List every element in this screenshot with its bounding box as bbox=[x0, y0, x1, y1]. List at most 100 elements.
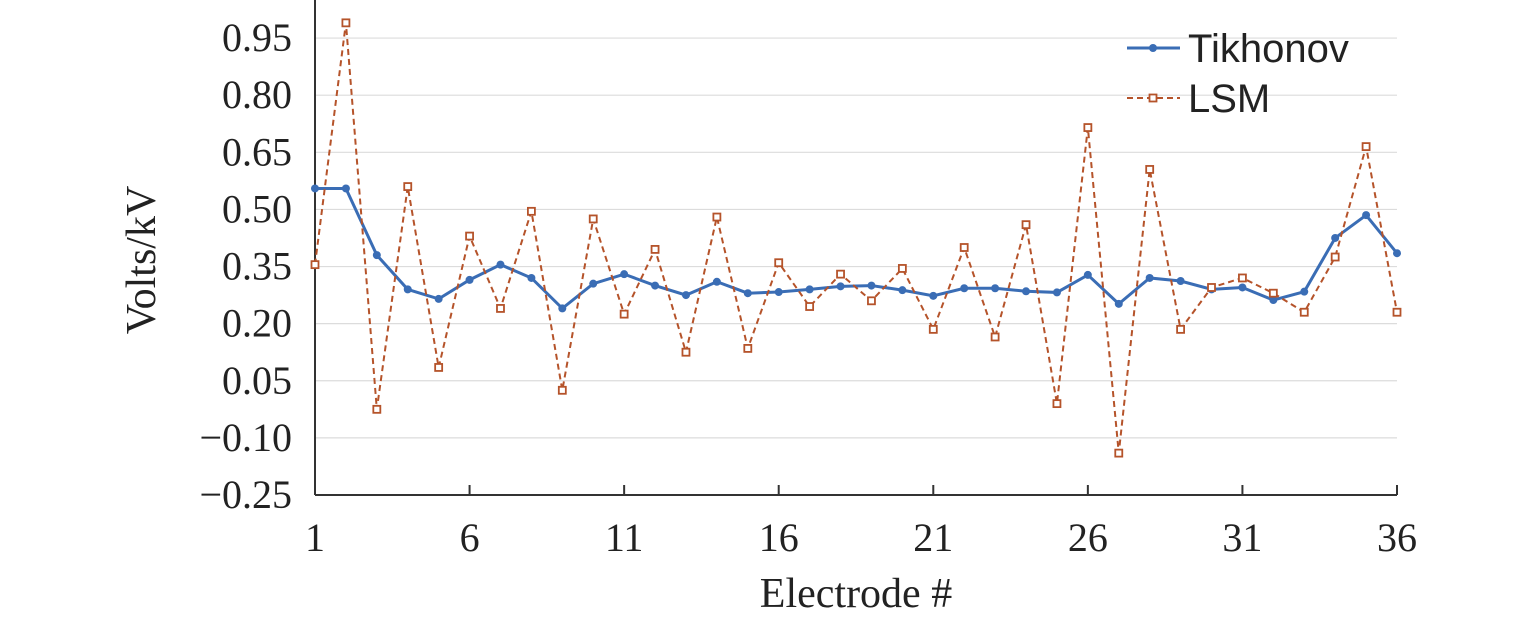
data-point-lsm bbox=[681, 347, 691, 357]
data-point-tikhonov bbox=[341, 184, 350, 193]
legend-marker-tikhonov bbox=[1149, 44, 1157, 52]
x-tick-label: 6 bbox=[460, 515, 480, 560]
data-point-lsm bbox=[557, 385, 567, 395]
data-point-lsm bbox=[1238, 273, 1247, 283]
data-point-tikhonov bbox=[589, 279, 598, 288]
data-point-lsm bbox=[774, 258, 784, 268]
y-tick-label: 0.65 bbox=[222, 129, 292, 174]
data-point-tikhonov bbox=[1052, 288, 1061, 297]
data-point-tikhonov bbox=[867, 281, 876, 290]
data-point-tikhonov bbox=[898, 286, 907, 295]
x-tick-label: 16 bbox=[759, 515, 799, 560]
data-point-lsm bbox=[1268, 288, 1278, 298]
y-tick-label: 0.50 bbox=[222, 186, 292, 231]
data-point-lsm bbox=[1114, 448, 1124, 458]
x-tick-labels: 1 6 11 16 21 26 31 36 bbox=[305, 515, 1417, 560]
data-point-tikhonov bbox=[681, 291, 690, 300]
data-point-lsm bbox=[1299, 307, 1309, 317]
data-point-lsm bbox=[1021, 220, 1031, 230]
data-point-tikhonov bbox=[1393, 249, 1401, 258]
data-point-lsm bbox=[1176, 324, 1185, 334]
legend: Tikhonov LSM bbox=[1127, 27, 1349, 121]
data-point-lsm bbox=[836, 269, 845, 279]
data-point-tikhonov bbox=[496, 260, 505, 269]
data-point-tikhonov bbox=[558, 304, 567, 313]
axes bbox=[314, 0, 1398, 496]
data-point-lsm bbox=[465, 231, 474, 241]
data-point-tikhonov bbox=[1331, 233, 1340, 242]
legend-marker-lsm bbox=[1148, 93, 1158, 103]
data-point-lsm bbox=[805, 302, 815, 311]
data-point-tikhonov bbox=[960, 284, 969, 293]
data-point-tikhonov bbox=[403, 285, 412, 294]
data-point-lsm bbox=[1207, 283, 1216, 292]
data-point-lsm bbox=[341, 18, 351, 28]
data-point-tikhonov bbox=[991, 284, 1000, 293]
data-point-tikhonov bbox=[620, 270, 629, 279]
data-point-tikhonov bbox=[1022, 287, 1031, 296]
data-point-tikhonov bbox=[805, 285, 814, 294]
x-tick-label: 36 bbox=[1377, 515, 1417, 560]
data-point-tikhonov bbox=[1145, 273, 1154, 282]
data-point-lsm bbox=[403, 182, 413, 191]
data-point-lsm bbox=[990, 332, 1000, 342]
x-tick-label: 11 bbox=[605, 515, 644, 560]
data-point-tikhonov bbox=[1300, 287, 1309, 296]
x-axis-label: Electrode # bbox=[760, 571, 952, 617]
data-point-tikhonov bbox=[372, 251, 381, 260]
y-axis-label: Volts/kV bbox=[119, 186, 165, 335]
data-point-lsm bbox=[527, 206, 536, 216]
data-point-lsm bbox=[867, 296, 876, 306]
data-point-tikhonov bbox=[774, 288, 783, 297]
data-point-lsm bbox=[1145, 165, 1155, 174]
legend-label-tikhonov: Tikhonov bbox=[1188, 27, 1349, 71]
data-point-lsm bbox=[310, 260, 320, 270]
y-tick-label: −0.10 bbox=[199, 415, 292, 460]
series-line-lsm bbox=[314, 22, 1398, 454]
data-point-tikhonov bbox=[836, 282, 845, 291]
x-tick-label: 26 bbox=[1068, 515, 1108, 560]
data-point-lsm bbox=[619, 309, 629, 319]
data-point-tikhonov bbox=[311, 184, 319, 193]
data-point-tikhonov bbox=[1269, 296, 1278, 305]
data-point-lsm bbox=[897, 264, 907, 273]
data-point-tikhonov bbox=[712, 277, 721, 286]
data-point-lsm bbox=[928, 324, 938, 334]
data-point-tikhonov bbox=[1176, 277, 1185, 286]
data-point-lsm bbox=[372, 404, 382, 414]
data-point-tikhonov bbox=[1114, 299, 1123, 308]
data-point-tikhonov bbox=[527, 273, 536, 282]
x-tick-label: 21 bbox=[913, 515, 953, 560]
series-line-tikhonov bbox=[315, 186, 1399, 311]
x-tick-label: 31 bbox=[1222, 515, 1262, 560]
data-point-tikhonov bbox=[1362, 211, 1371, 220]
data-point-lsm bbox=[588, 214, 598, 224]
y-tick-label: 0.20 bbox=[222, 301, 292, 346]
data-point-tikhonov bbox=[1238, 283, 1247, 292]
y-tick-label: −0.25 bbox=[199, 472, 292, 517]
data-point-lsm bbox=[959, 243, 969, 252]
data-point-lsm bbox=[1392, 307, 1402, 317]
y-tick-label: 0.80 bbox=[222, 72, 292, 117]
data-point-tikhonov bbox=[929, 291, 938, 300]
series-group bbox=[310, 18, 1402, 458]
y-tick-label: 0.05 bbox=[222, 358, 292, 403]
x-tick-label: 1 bbox=[305, 515, 325, 560]
data-point-lsm bbox=[712, 212, 722, 222]
y-tick-labels: −0.25 −0.10 0.05 0.20 0.35 0.50 0.65 0.80 0.95 bbox=[199, 15, 292, 517]
y-tick-label: 0.35 bbox=[222, 244, 292, 289]
data-point-lsm bbox=[1330, 252, 1340, 262]
data-point-lsm bbox=[650, 245, 660, 254]
data-point-lsm bbox=[1083, 123, 1093, 132]
data-point-lsm bbox=[434, 363, 444, 372]
data-point-tikhonov bbox=[1083, 270, 1092, 279]
data-point-lsm bbox=[1361, 142, 1371, 151]
data-point-tikhonov bbox=[651, 281, 660, 290]
data-point-lsm bbox=[496, 304, 505, 313]
data-point-tikhonov bbox=[434, 294, 443, 303]
data-point-lsm bbox=[1052, 399, 1062, 409]
data-point-tikhonov bbox=[465, 275, 474, 284]
data-point-tikhonov bbox=[743, 289, 752, 298]
